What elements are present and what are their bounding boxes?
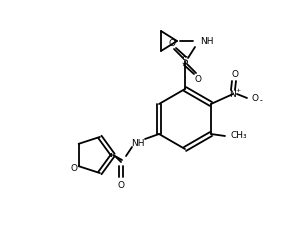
Text: NH: NH xyxy=(131,138,145,147)
Text: S: S xyxy=(182,56,188,66)
Text: O: O xyxy=(70,164,77,173)
Text: O: O xyxy=(231,69,239,78)
Text: N: N xyxy=(230,90,236,99)
Text: O: O xyxy=(118,181,124,190)
Text: O: O xyxy=(195,74,202,83)
Text: NH: NH xyxy=(200,36,213,46)
Text: CH₃: CH₃ xyxy=(231,132,248,141)
Text: -: - xyxy=(260,96,262,105)
Text: O: O xyxy=(251,94,258,102)
Text: O: O xyxy=(169,38,176,47)
Text: +: + xyxy=(235,87,241,92)
